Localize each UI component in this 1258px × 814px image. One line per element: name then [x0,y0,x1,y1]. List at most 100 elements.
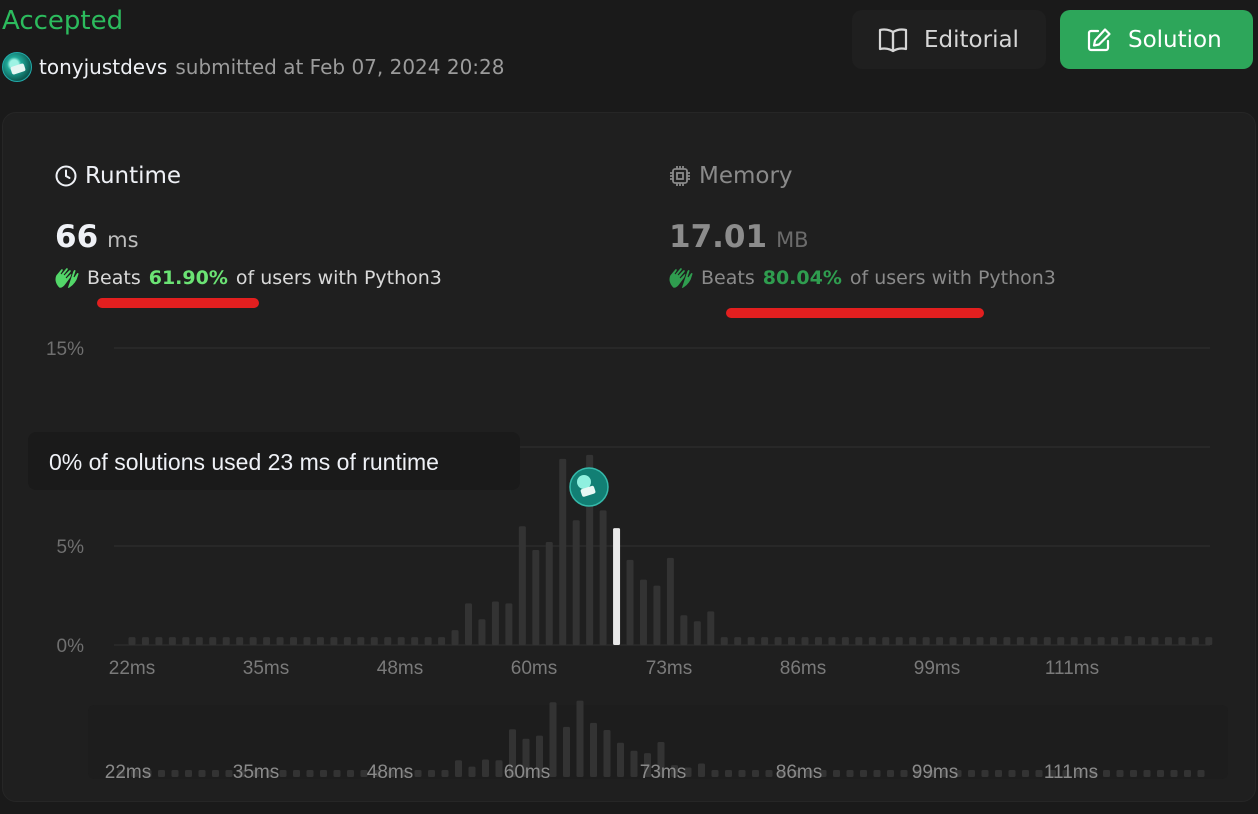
overview-bar [576,700,584,777]
memory-tab[interactable]: Memory [669,163,793,189]
overview-bar [468,766,476,777]
histogram-bar[interactable] [707,611,715,645]
histogram-bar[interactable] [1043,637,1051,645]
histogram-bar[interactable] [316,637,324,645]
overview-bar [1049,770,1056,777]
histogram-bar[interactable] [1178,637,1186,645]
histogram-bar[interactable] [693,621,701,645]
histogram-bar[interactable] [343,637,351,645]
histogram-bar[interactable] [680,615,688,645]
overview-bar [1035,770,1043,777]
histogram-bar[interactable] [182,637,190,645]
solution-button[interactable]: Solution [1060,10,1253,69]
runtime-tab[interactable]: Runtime [55,163,181,189]
histogram-bar[interactable] [1124,636,1132,645]
histogram-bar[interactable] [882,637,890,645]
histogram-bar[interactable] [465,603,472,645]
histogram-bar[interactable] [424,637,432,645]
histogram-bar[interactable] [1016,637,1024,645]
username-link[interactable]: tonyjustdevs [39,55,168,79]
histogram-bar[interactable] [478,619,486,645]
histogram-bar[interactable] [236,637,244,645]
histogram-bar[interactable] [357,637,365,645]
histogram-bar[interactable] [909,637,917,645]
histogram-bar[interactable] [128,637,136,645]
histogram-bar[interactable] [141,637,149,645]
histogram-bar[interactable] [639,579,647,645]
histogram-bar[interactable] [438,637,446,645]
histogram-bar[interactable] [666,557,674,645]
histogram-bar[interactable] [222,637,230,645]
histogram-bar[interactable] [895,637,903,645]
histogram-bar[interactable] [747,637,755,645]
histogram-bar[interactable] [734,637,742,645]
histogram-bar[interactable] [1003,637,1011,645]
avatar[interactable] [2,52,32,82]
histogram-bar[interactable] [868,637,876,645]
histogram-bar[interactable] [599,510,607,645]
histogram-bar[interactable] [774,637,782,645]
histogram-bar[interactable] [1191,637,1199,645]
histogram-bar[interactable] [1138,637,1145,645]
histogram-bar[interactable] [814,637,822,645]
histogram-bar[interactable] [263,637,271,645]
chart-overview-panel[interactable] [88,705,1228,779]
histogram-bar[interactable] [545,542,553,645]
histogram-bar[interactable] [276,637,284,645]
overview-bar [779,770,786,777]
histogram-bar[interactable] [720,637,728,645]
your-runtime-bar[interactable] [613,528,621,645]
histogram-bar[interactable] [841,637,849,645]
overview-bar [995,770,1002,777]
histogram-bar[interactable] [1057,637,1065,645]
overview-bar [549,702,557,777]
histogram-bar[interactable] [989,637,997,645]
histogram-bar[interactable] [532,549,540,645]
histogram-bar[interactable] [1111,637,1119,645]
histogram-bar[interactable] [626,559,634,645]
histogram-bar[interactable] [1084,637,1092,645]
histogram-bar[interactable] [761,637,769,645]
histogram-bar[interactable] [1070,637,1078,645]
histogram-bar[interactable] [303,637,311,645]
histogram-bar[interactable] [411,637,419,645]
overview-bar [117,770,125,777]
histogram-bar[interactable] [1151,637,1159,645]
editorial-button[interactable]: Editorial [852,10,1046,69]
histogram-bar[interactable] [922,637,930,645]
histogram-bar[interactable] [290,637,298,645]
histogram-bar[interactable] [518,526,526,645]
histogram-bar[interactable] [505,603,513,645]
histogram-bar[interactable] [195,637,203,645]
histogram-bar[interactable] [155,637,163,645]
histogram-bar[interactable] [1097,637,1105,645]
histogram-bar[interactable] [397,637,405,645]
overview-bar [644,753,651,777]
histogram-bar[interactable] [1205,637,1213,645]
runtime-beats-percent: 61.90% [148,267,228,289]
histogram-bar[interactable] [1030,637,1038,645]
memory-title: Memory [699,163,793,189]
histogram-bar[interactable] [330,637,338,645]
histogram-bar[interactable] [949,637,957,645]
histogram-bar[interactable] [168,637,176,645]
histogram-bar[interactable] [801,637,809,645]
histogram-bar[interactable] [370,637,378,645]
overview-bar [1116,770,1124,777]
histogram-bar[interactable] [653,585,661,645]
histogram-bar[interactable] [249,637,257,645]
histogram-bar[interactable] [828,637,836,645]
histogram-bar[interactable] [209,637,217,645]
memory-value: 17.01 MB [669,219,809,255]
histogram-bar[interactable] [451,630,459,645]
histogram-bar[interactable] [855,637,863,645]
histogram-bar[interactable] [491,601,499,645]
histogram-bar[interactable] [976,637,984,645]
histogram-bar[interactable] [963,637,971,645]
histogram-bar[interactable] [788,637,796,645]
histogram-bar[interactable] [384,637,392,645]
histogram-bar[interactable] [936,637,944,645]
histogram-bar[interactable] [559,458,567,645]
histogram-bar[interactable] [572,520,580,645]
histogram-bar[interactable] [1164,637,1172,645]
